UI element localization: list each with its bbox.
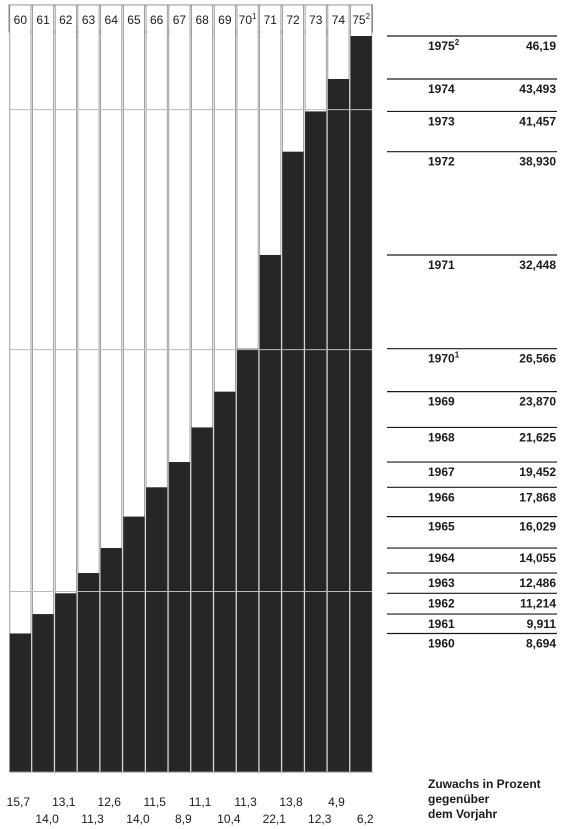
x-tick-label: 72 bbox=[286, 13, 300, 27]
growth-label: 14,0 bbox=[35, 812, 59, 826]
x-tick-label: 63 bbox=[82, 13, 96, 27]
value-label-year: 19701 bbox=[428, 351, 460, 366]
value-label-year: 19752 bbox=[428, 38, 460, 53]
bar bbox=[9, 633, 31, 772]
x-tick-label: 66 bbox=[150, 13, 164, 27]
growth-label: 6,2 bbox=[357, 812, 374, 826]
growth-label: 11,5 bbox=[143, 795, 166, 809]
bar bbox=[32, 614, 54, 772]
bar bbox=[191, 427, 213, 772]
year-header bbox=[8, 4, 374, 33]
bar bbox=[77, 573, 100, 772]
value-label: 19,452 bbox=[519, 465, 556, 479]
bar bbox=[100, 548, 122, 772]
x-tick-label: 67 bbox=[173, 13, 187, 27]
x-tick-label: 71 bbox=[264, 13, 278, 27]
growth-label: 8,9 bbox=[175, 812, 192, 826]
growth-label: 10,4 bbox=[217, 812, 241, 826]
bars-layer bbox=[8, 4, 557, 773]
growth-label: 22,1 bbox=[263, 812, 287, 826]
value-label: 38,930 bbox=[519, 155, 556, 169]
value-label: 21,625 bbox=[519, 430, 556, 444]
value-label-year: 1969 bbox=[428, 395, 455, 409]
value-label: 23,870 bbox=[519, 395, 556, 409]
value-label: 9,911 bbox=[527, 617, 557, 631]
growth-legend-line: dem Vorjahr bbox=[428, 807, 497, 821]
labels-layer: 60 15,7 61 14,0 62 13,1 63 11,3 64 12,6 65 14,0 66 11… bbox=[7, 12, 557, 826]
value-label: 8,694 bbox=[526, 636, 556, 650]
value-label: 46,19 bbox=[526, 39, 556, 53]
x-tick-label: 61 bbox=[36, 13, 50, 27]
value-label-year: 1974 bbox=[428, 82, 455, 96]
growth-label: 11,3 bbox=[81, 812, 104, 826]
x-tick-label: 60 bbox=[14, 13, 28, 27]
bar bbox=[146, 487, 168, 772]
x-tick-label: 68 bbox=[195, 13, 209, 27]
bar bbox=[282, 151, 304, 772]
x-tick-label: 62 bbox=[59, 13, 73, 27]
growth-legend: Zuwachs in Prozent gegenüber dem Vorjahr bbox=[428, 777, 541, 821]
growth-label: 11,3 bbox=[234, 795, 257, 809]
bar bbox=[259, 254, 281, 772]
value-label-year: 1962 bbox=[428, 596, 455, 610]
bar bbox=[168, 462, 191, 772]
value-label: 16,029 bbox=[519, 520, 556, 534]
growth-legend-line: gegenüber bbox=[428, 792, 490, 806]
value-label: 41,457 bbox=[519, 114, 556, 128]
bar bbox=[327, 78, 350, 773]
bar bbox=[236, 348, 259, 772]
value-label: 32,448 bbox=[519, 258, 556, 272]
value-label-year: 1963 bbox=[428, 576, 455, 590]
growth-label: 14,0 bbox=[126, 812, 150, 826]
growth-label: 12,3 bbox=[308, 812, 332, 826]
value-label-year: 1968 bbox=[428, 430, 455, 444]
value-label-year: 1971 bbox=[428, 258, 455, 272]
bar bbox=[350, 36, 372, 772]
value-label: 11,214 bbox=[520, 596, 556, 610]
value-label: 43,493 bbox=[519, 82, 556, 96]
value-label-year: 1973 bbox=[428, 114, 455, 128]
growth-label: 4,9 bbox=[328, 795, 345, 809]
growth-label: 13,8 bbox=[279, 795, 303, 809]
x-tick-label: 65 bbox=[127, 13, 141, 27]
value-label: 14,055 bbox=[519, 551, 556, 565]
value-label-year: 1961 bbox=[428, 617, 455, 631]
growth-label: 15,7 bbox=[7, 795, 31, 809]
x-tick-label: 73 bbox=[309, 13, 323, 27]
bar bbox=[214, 391, 236, 772]
bar bbox=[55, 593, 77, 772]
x-tick-label: 64 bbox=[105, 13, 119, 27]
growth-label: 12,6 bbox=[98, 795, 122, 809]
value-label-year: 1964 bbox=[428, 551, 455, 565]
value-label-year: 1965 bbox=[428, 520, 455, 534]
bar bbox=[305, 111, 327, 772]
value-label-year: 1972 bbox=[428, 155, 455, 169]
value-label: 17,868 bbox=[519, 490, 556, 504]
value-label-year: 1966 bbox=[428, 490, 455, 504]
value-label: 12,486 bbox=[519, 576, 556, 590]
growth-label: 13,1 bbox=[52, 795, 76, 809]
x-tick-label: 74 bbox=[332, 13, 346, 27]
value-label-year: 1967 bbox=[428, 465, 455, 479]
value-label-year: 1960 bbox=[428, 636, 455, 650]
growth-legend-line: Zuwachs in Prozent bbox=[428, 777, 541, 791]
value-label: 26,566 bbox=[519, 352, 556, 366]
growth-label: 11,1 bbox=[189, 795, 212, 809]
bar bbox=[123, 516, 145, 772]
x-tick-label: 69 bbox=[218, 13, 232, 27]
